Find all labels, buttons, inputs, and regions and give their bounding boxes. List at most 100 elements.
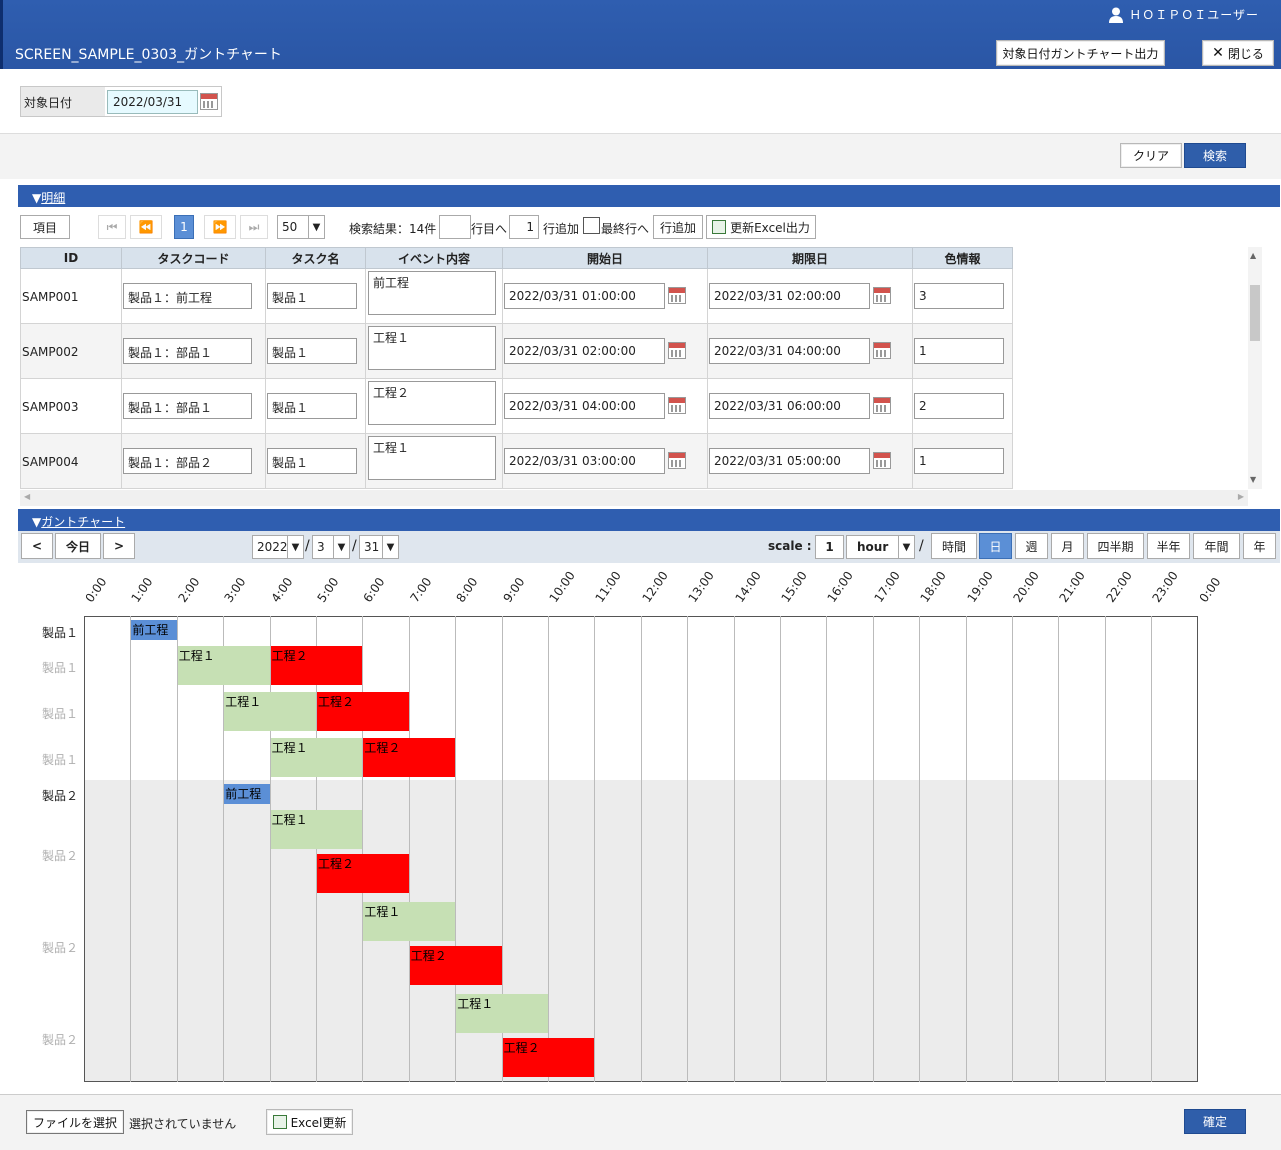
task-code-input[interactable]: 製品１：部品１ xyxy=(123,393,252,419)
gantt-bar[interactable]: 工程２ xyxy=(502,1038,595,1077)
task-code-input[interactable]: 製品１：前工程 xyxy=(123,283,252,309)
task-name-input[interactable]: 製品１ xyxy=(267,393,357,419)
table-row[interactable]: SAMP002 製品１：部品１ 製品１ 工程１ 2022/03/31 02:00:00 2… xyxy=(20,323,1013,379)
view-button[interactable]: 年間 xyxy=(1193,533,1240,559)
view-button[interactable]: 月 xyxy=(1051,533,1084,559)
table-row[interactable]: SAMP004 製品１：部品２ 製品１ 工程１ 2022/03/31 03:00:00 2… xyxy=(20,433,1013,489)
calendar-icon[interactable] xyxy=(668,342,686,359)
gantt-bar[interactable]: 工程１ xyxy=(224,692,316,731)
gantt-bar[interactable]: 工程１ xyxy=(456,994,548,1033)
add-count-input[interactable]: 1 xyxy=(509,215,539,239)
next-page-icon[interactable]: ⏩ xyxy=(204,215,236,239)
last-page-icon[interactable]: ⏭ xyxy=(240,215,268,239)
start-date-input[interactable]: 2022/03/31 02:00:00 xyxy=(504,338,665,364)
gantt-bar[interactable]: 工程２ xyxy=(409,946,502,985)
prev-page-icon[interactable]: ⏪ xyxy=(130,215,162,239)
calendar-icon[interactable] xyxy=(873,452,891,469)
scroll-thumb[interactable] xyxy=(1250,285,1260,341)
page-size-select[interactable]: 50 ▼ xyxy=(277,215,325,239)
column-header[interactable]: イベント内容 xyxy=(365,247,503,269)
column-header[interactable]: 色情報 xyxy=(912,247,1013,269)
today-button[interactable]: 今日 xyxy=(55,533,101,559)
next-day-button[interactable]: > xyxy=(103,533,135,559)
color-input[interactable]: 2 xyxy=(914,393,1004,419)
gantt-output-button[interactable]: 対象日付ガントチャート出力 xyxy=(996,40,1165,66)
vertical-scrollbar[interactable]: ▲ ▼ xyxy=(1248,247,1262,489)
start-date-input[interactable]: 2022/03/31 03:00:00 xyxy=(504,448,665,474)
prev-day-button[interactable]: < xyxy=(21,533,53,559)
column-header[interactable]: タスク名 xyxy=(265,247,366,269)
event-textarea[interactable]: 前工程 xyxy=(368,271,496,315)
column-header[interactable]: ID xyxy=(20,247,122,269)
search-button[interactable]: 検索 xyxy=(1184,143,1246,168)
first-page-icon[interactable]: ⏮ xyxy=(98,215,126,239)
clear-button[interactable]: クリア xyxy=(1120,143,1182,168)
gantt-bar[interactable]: 工程１ xyxy=(177,646,270,685)
calendar-icon[interactable] xyxy=(668,397,686,414)
task-name-input[interactable]: 製品１ xyxy=(267,283,357,309)
table-row[interactable]: SAMP003 製品１：部品１ 製品１ 工程２ 2022/03/31 04:00:00 2… xyxy=(20,378,1013,434)
gantt-bar[interactable]: 前工程 xyxy=(224,784,270,804)
year-select[interactable]: 2022 ▼ xyxy=(252,535,304,559)
user-menu[interactable]: ＨＯＩＰＯＩユーザー xyxy=(1109,6,1259,23)
detail-section-header[interactable]: ▼明細 xyxy=(18,185,1280,207)
calendar-icon[interactable] xyxy=(873,287,891,304)
gantt-section-header[interactable]: ▼ガントチャート xyxy=(18,509,1280,531)
calendar-icon[interactable] xyxy=(873,342,891,359)
calendar-icon[interactable] xyxy=(200,93,218,110)
color-input[interactable]: 1 xyxy=(914,338,1004,364)
calendar-icon[interactable] xyxy=(668,452,686,469)
page-number[interactable]: 1 xyxy=(174,215,194,239)
view-button[interactable]: 年 xyxy=(1243,533,1276,559)
add-row-button[interactable]: 行追加 xyxy=(653,215,703,239)
gantt-bar[interactable]: 工程１ xyxy=(270,738,363,777)
month-select[interactable]: 3 ▼ xyxy=(312,535,350,559)
gantt-bar[interactable]: 工程２ xyxy=(317,692,409,731)
calendar-icon[interactable] xyxy=(668,287,686,304)
close-button[interactable]: ✕ 閉じる xyxy=(1202,40,1274,66)
event-textarea[interactable]: 工程２ xyxy=(368,381,496,425)
file-select-button[interactable]: ファイルを選択 xyxy=(26,1110,124,1134)
task-name-input[interactable]: 製品１ xyxy=(267,448,357,474)
gantt-bar[interactable]: 前工程 xyxy=(131,620,177,640)
view-button[interactable]: 半年 xyxy=(1147,533,1190,559)
gantt-bar[interactable]: 工程２ xyxy=(363,738,456,777)
view-button[interactable]: 日 xyxy=(979,533,1012,559)
gantt-bar[interactable]: 工程１ xyxy=(363,902,456,941)
end-date-input[interactable]: 2022/03/31 06:00:00 xyxy=(709,393,870,419)
color-input[interactable]: 3 xyxy=(914,283,1004,309)
item-button[interactable]: 項目 xyxy=(20,215,70,239)
end-date-input[interactable]: 2022/03/31 02:00:00 xyxy=(709,283,870,309)
event-textarea[interactable]: 工程１ xyxy=(368,326,496,370)
last-row-checkbox[interactable] xyxy=(583,217,600,234)
excel-output-button[interactable]: 更新Excel出力 xyxy=(706,215,816,239)
end-date-input[interactable]: 2022/03/31 05:00:00 xyxy=(709,448,870,474)
event-textarea[interactable]: 工程１ xyxy=(368,436,496,480)
column-header[interactable]: 期限日 xyxy=(707,247,913,269)
horizontal-scrollbar[interactable]: ◀ ▶ xyxy=(20,490,1248,506)
end-date-input[interactable]: 2022/03/31 04:00:00 xyxy=(709,338,870,364)
view-button[interactable]: 週 xyxy=(1015,533,1048,559)
color-input[interactable]: 1 xyxy=(914,448,1004,474)
view-button[interactable]: 時間 xyxy=(931,533,977,559)
table-row[interactable]: SAMP001 製品１：前工程 製品１ 前工程 2022/03/31 01:00:00 2… xyxy=(20,268,1013,324)
excel-update-button[interactable]: Excel更新 xyxy=(266,1109,353,1135)
confirm-button[interactable]: 確定 xyxy=(1184,1109,1246,1134)
column-header[interactable]: 開始日 xyxy=(502,247,708,269)
task-code-input[interactable]: 製品１：部品２ xyxy=(123,448,252,474)
day-select[interactable]: 31 ▼ xyxy=(359,535,399,559)
calendar-icon[interactable] xyxy=(873,397,891,414)
column-header[interactable]: タスクコード xyxy=(121,247,266,269)
goto-row-input[interactable] xyxy=(439,215,471,239)
task-code-input[interactable]: 製品１：部品１ xyxy=(123,338,252,364)
gantt-bar[interactable]: 工程２ xyxy=(270,646,363,685)
scale-unit-select[interactable]: hour ▼ xyxy=(846,535,915,559)
task-name-input[interactable]: 製品１ xyxy=(267,338,357,364)
start-date-input[interactable]: 2022/03/31 01:00:00 xyxy=(504,283,665,309)
start-date-input[interactable]: 2022/03/31 04:00:00 xyxy=(504,393,665,419)
scale-input[interactable]: 1 xyxy=(815,535,844,559)
gantt-bar[interactable]: 工程２ xyxy=(317,854,409,893)
target-date-input[interactable]: 2022/03/31 xyxy=(107,90,198,114)
gantt-bar[interactable]: 工程１ xyxy=(270,810,363,849)
view-button[interactable]: 四半期 xyxy=(1087,533,1144,559)
